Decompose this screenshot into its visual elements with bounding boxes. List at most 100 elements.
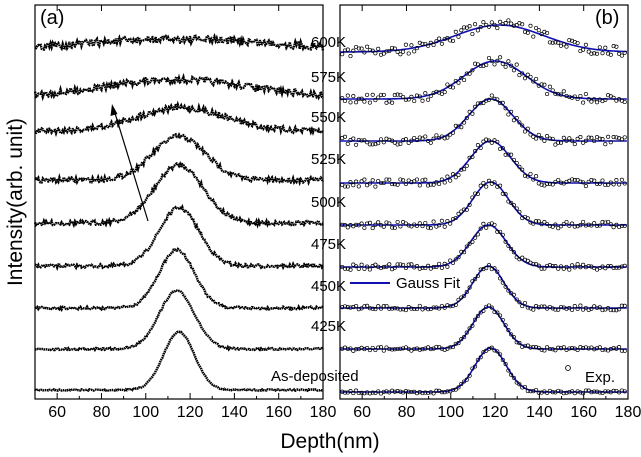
b-point — [342, 134, 348, 139]
b-point — [464, 116, 469, 121]
b-point — [531, 307, 536, 312]
b-point — [570, 138, 575, 143]
b-point — [589, 51, 594, 56]
b-point — [453, 302, 458, 307]
b-point — [478, 183, 483, 188]
b-point — [589, 178, 594, 183]
b-point — [622, 135, 627, 140]
b-point — [503, 362, 508, 367]
a-series-As-deposited — [34, 330, 324, 393]
b-point — [498, 313, 503, 318]
b-point — [522, 343, 528, 348]
b-point — [453, 215, 458, 221]
b-point — [500, 191, 505, 196]
b-point — [464, 207, 469, 212]
b-point — [622, 348, 627, 353]
b-point — [581, 346, 586, 351]
b-point — [395, 262, 400, 267]
a-tick-label-120: 120 — [177, 404, 204, 421]
b-point — [414, 223, 420, 228]
b-point — [581, 219, 586, 224]
b-point — [561, 221, 566, 227]
b-point — [522, 173, 528, 178]
b-point — [561, 266, 566, 271]
b-point — [511, 118, 516, 123]
b-point — [450, 172, 456, 177]
b-point — [498, 19, 503, 24]
b-point — [356, 96, 361, 101]
b-point — [594, 100, 600, 105]
b-point — [423, 220, 428, 226]
b-point — [525, 126, 530, 131]
b-point — [575, 347, 580, 353]
b-point — [597, 45, 602, 50]
b-point — [473, 149, 478, 154]
b-point — [354, 142, 359, 147]
b-point — [567, 223, 572, 228]
b-point — [536, 132, 541, 137]
b-point — [459, 249, 464, 254]
b-point — [359, 221, 364, 226]
b-point — [528, 389, 533, 394]
b-point — [340, 389, 345, 394]
b-point — [558, 224, 564, 229]
b-point — [572, 40, 577, 45]
b-point — [426, 390, 431, 396]
b-point — [478, 101, 483, 106]
b-point — [470, 111, 475, 116]
b-point — [489, 345, 494, 350]
b-point — [464, 290, 469, 295]
b-point — [354, 100, 359, 105]
x-axis-title: Depth(nm) — [280, 430, 379, 453]
b-point — [606, 264, 611, 269]
b-point — [547, 40, 552, 45]
b-point — [550, 264, 555, 269]
b-point — [426, 225, 431, 230]
b-point — [545, 181, 550, 186]
b-point — [475, 357, 480, 362]
b-point — [348, 54, 353, 59]
b-series-600K — [340, 18, 627, 59]
b-point — [553, 348, 558, 353]
b-point — [392, 389, 397, 394]
b-point — [567, 136, 572, 141]
b-point — [398, 224, 403, 229]
b-point — [398, 177, 403, 182]
b-point — [365, 44, 370, 49]
b-point — [589, 223, 594, 228]
b-point — [536, 28, 541, 33]
b-point — [354, 179, 359, 184]
b-point — [567, 38, 572, 43]
b-point — [542, 220, 547, 225]
b-point — [467, 24, 472, 29]
b-point — [409, 306, 414, 311]
b-point — [390, 138, 395, 143]
b-point — [398, 262, 403, 267]
b-point — [378, 180, 384, 186]
b-point — [603, 142, 608, 147]
b-point — [509, 200, 514, 205]
b-point — [558, 140, 564, 145]
b-point — [453, 29, 458, 34]
b-point — [340, 96, 345, 101]
b-point — [417, 266, 422, 271]
b-point — [376, 345, 381, 350]
b-point — [492, 309, 497, 315]
b-fit-500K — [340, 181, 627, 226]
b-point — [572, 94, 577, 99]
b-series-550K — [340, 93, 627, 147]
b-point — [509, 372, 514, 377]
b-point — [509, 109, 514, 114]
b-point — [578, 265, 583, 270]
b-point — [464, 377, 469, 382]
b-point — [423, 390, 428, 395]
b-point — [592, 389, 597, 394]
a-curve-450K — [34, 247, 324, 313]
b-point — [445, 135, 450, 140]
b-point — [462, 379, 467, 384]
b-point — [550, 347, 555, 352]
b-point — [367, 348, 372, 353]
b-point — [484, 98, 489, 103]
b-point — [456, 255, 461, 260]
b-point — [442, 390, 447, 395]
